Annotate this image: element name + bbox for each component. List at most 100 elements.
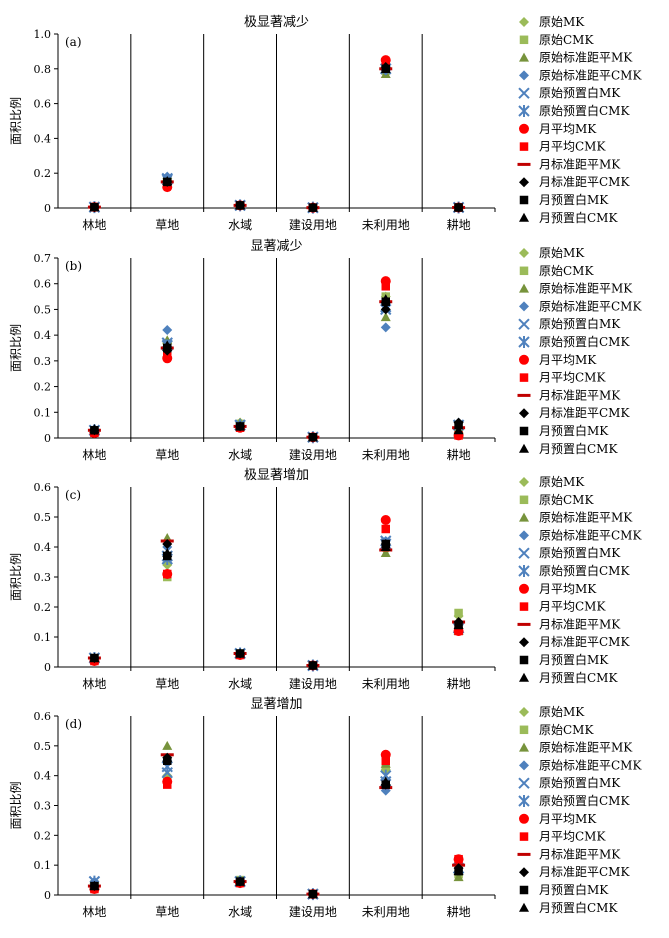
y-tick-label: 0.6 (34, 481, 52, 494)
legend-marker (519, 212, 529, 222)
x-tick-label: 耕地 (447, 447, 471, 462)
y-tick-label: 1.0 (34, 28, 52, 41)
legend-label: 月标准距平CMK (539, 865, 630, 879)
y-axis-label: 面积比例 (9, 553, 23, 601)
x-tick-label: 未利用地 (362, 218, 410, 232)
panel-title: 显著减少 (250, 239, 302, 254)
x-tick-label: 水域 (228, 677, 252, 691)
legend-marker (519, 742, 529, 752)
legend-marker (518, 547, 530, 559)
data-point (89, 653, 100, 662)
x-tick-label: 草地 (155, 905, 179, 919)
legend-marker (519, 477, 529, 487)
legend-marker (518, 795, 530, 807)
x-tick-label: 林地 (82, 448, 106, 462)
x-tick-label: 未利用地 (362, 448, 410, 462)
data-point (162, 548, 173, 557)
data-point (381, 282, 390, 291)
legend-marker (519, 707, 529, 717)
legend: 原始MK 原始CMK 原始标准距平MK 原始标准距平CMK 原始预置白MK 原始预置白CM… (517, 475, 642, 685)
legend-marker (519, 672, 529, 682)
legend-marker (519, 530, 529, 541)
y-tick-label: 0.1 (34, 859, 52, 872)
legend-marker (519, 354, 529, 365)
x-tick-label: 草地 (155, 448, 179, 462)
legend-marker (519, 813, 529, 824)
legend-label: 月标准距平CMK (539, 635, 630, 649)
series-12 (89, 294, 464, 442)
legend-label: 原始标准距平CMK (539, 528, 642, 542)
legend-marker (519, 283, 529, 293)
legend-label: 月预置白CMK (539, 670, 618, 685)
y-tick-label: 0.2 (34, 601, 52, 614)
series-12 (89, 63, 464, 212)
legend-label: 原始MK (539, 705, 585, 719)
legend-label: 原始标准距平CMK (539, 299, 642, 313)
x-tick-label: 建设用地 (289, 677, 337, 691)
legend-marker (519, 655, 529, 665)
legend-marker (519, 408, 529, 419)
y-axis-label: 面积比例 (9, 324, 23, 372)
legend-marker (519, 832, 529, 841)
data-point (307, 202, 318, 212)
data-point (380, 63, 391, 73)
panel-1: 极显著减少 (a) 面积比例 0 0.2 0.4 0.6 0.8 1.0 林地 草地 水域 建设用地 未利… (9, 15, 642, 232)
legend-label: 原始标准距平MK (539, 511, 633, 525)
legend-marker (519, 867, 529, 878)
legend-marker (517, 622, 531, 626)
y-tick-label: 0 (44, 661, 51, 674)
data-point (235, 648, 246, 658)
legend-marker (519, 17, 529, 27)
legend-label: 原始标准距平CMK (539, 68, 642, 82)
data-point (380, 294, 391, 304)
data-point (162, 340, 173, 350)
y-tick-label: 0.2 (34, 167, 52, 180)
legend-label: 月预置白MK (539, 423, 609, 438)
legend-marker (519, 301, 529, 312)
x-tick-label: 水域 (228, 218, 252, 232)
data-point (162, 325, 173, 335)
data-point (381, 524, 390, 534)
legend-label: 原始预置白CMK (539, 793, 630, 808)
legend-label: 月标准距平MK (539, 847, 621, 861)
legend: 原始MK 原始CMK 原始标准距平MK 原始标准距平CMK 原始预置白MK 原始预置白CM… (517, 705, 642, 915)
legend-marker (519, 195, 529, 205)
data-point (454, 431, 463, 440)
data-point (381, 756, 390, 765)
x-tick-label: 耕地 (447, 676, 471, 691)
data-point (454, 854, 463, 864)
data-point (454, 626, 463, 636)
data-point (454, 420, 463, 430)
legend: 原始MK 原始CMK 原始标准距平MK 原始标准距平CMK 原始预置白MK 原始预置白CM… (517, 246, 642, 456)
legend-marker (519, 637, 529, 648)
legend-label: 月预置白MK (539, 882, 609, 897)
legend-label: 月预置白CMK (539, 441, 618, 456)
legend-label: 月预置白CMK (539, 900, 618, 915)
data-point (307, 432, 318, 442)
data-point (453, 872, 464, 882)
x-tick-label: 建设用地 (289, 448, 337, 462)
legend-label: 原始预置白CMK (539, 563, 630, 578)
data-point (235, 200, 246, 210)
data-point (162, 176, 173, 186)
x-tick-label: 草地 (155, 218, 179, 232)
legend-label: 月平均CMK (539, 600, 606, 614)
data-point (235, 421, 246, 431)
y-tick-label: 0.5 (34, 740, 52, 753)
y-tick-label: 0.8 (34, 63, 52, 76)
x-tick-label: 草地 (155, 677, 179, 691)
panel-label: (c) (65, 488, 81, 502)
data-point (162, 752, 173, 762)
x-tick-label: 未利用地 (362, 905, 410, 919)
legend-label: 原始CMK (539, 493, 594, 507)
legend-label: 原始标准距平MK (539, 51, 633, 65)
legend-label: 月预置白MK (539, 192, 609, 207)
legend-marker (519, 760, 529, 771)
legend-label: 月标准距平CMK (539, 175, 630, 189)
legend-marker (519, 725, 529, 735)
legend-label: 原始MK (539, 475, 585, 489)
legend-marker (519, 123, 529, 134)
y-tick-label: 0.3 (34, 571, 52, 584)
legend-marker (519, 426, 529, 436)
